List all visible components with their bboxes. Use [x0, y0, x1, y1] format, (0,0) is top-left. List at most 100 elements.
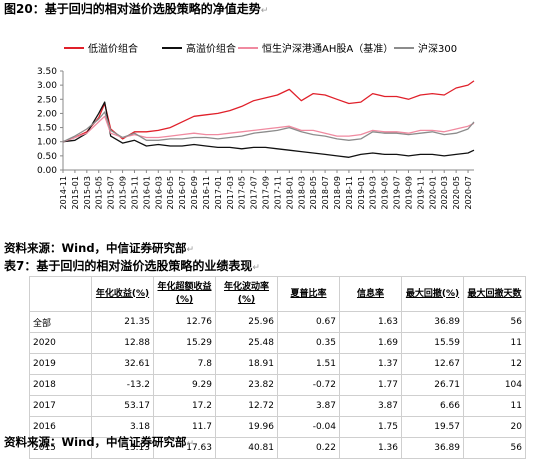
- x-tick-label: 2020-03: [440, 176, 449, 209]
- table-cell: 12.76: [153, 311, 216, 333]
- table-cell: 17.2: [153, 395, 216, 417]
- table-cell: 1.77: [339, 374, 402, 396]
- table-cell: 1.51: [277, 353, 340, 375]
- table-cell: 36.89: [401, 437, 464, 459]
- table-cell: 20: [463, 416, 526, 438]
- table-cell: 0.22: [277, 437, 340, 459]
- row-label-cell: 全部: [29, 311, 92, 333]
- table-cell: 3.87: [277, 395, 340, 417]
- x-tick-label: 2016-05: [166, 176, 175, 209]
- table-cell: 1.37: [339, 353, 402, 375]
- x-tick-label: 2018-03: [297, 176, 306, 209]
- x-tick-label: 2017-09: [262, 176, 271, 209]
- x-tick-label: 2016-07: [178, 176, 187, 209]
- table-cell: 11: [463, 395, 526, 417]
- table-header-cell: 最大回撤(%): [401, 276, 464, 312]
- line-chart: 低溢价组合 高溢价组合 恒生沪深港通AH股A（基准） 沪深300 0.00 0.50 1.0…: [37, 42, 475, 209]
- x-tick-label: 2018-01: [285, 176, 294, 209]
- x-tick-label: 2018-05: [309, 176, 318, 209]
- table-cell: 25.48: [215, 332, 278, 354]
- table-cell: 6.66: [401, 395, 464, 417]
- table-cell: 1.69: [339, 332, 402, 354]
- legend-label: 沪深300: [418, 42, 457, 55]
- table-cell: 15.59: [401, 332, 464, 354]
- table-row: 2019 32.61 7.8 18.91 1.51 1.37 12.67 12: [29, 353, 526, 375]
- table-title: 表7：基于回归的相对溢价选股策略的业绩表现↵: [4, 259, 260, 273]
- legend-label: 恒生沪深港通AH股A（基准）: [262, 42, 393, 55]
- table-cell: -13.2: [91, 374, 154, 396]
- x-tick-label: 2015-11: [130, 176, 139, 209]
- table-header-cell: 年化收益(%): [91, 276, 154, 312]
- table-cell: 17.63: [153, 437, 216, 459]
- legend-label: 低溢价组合: [88, 42, 138, 55]
- table-cell: 36.89: [401, 311, 464, 333]
- row-label-cell: 2017: [29, 395, 92, 417]
- x-tick-label: 2018-09: [333, 176, 342, 209]
- x-tick-label: 2015-07: [107, 176, 116, 209]
- series-line: [62, 111, 475, 143]
- x-tick-label: 2017-05: [238, 176, 247, 209]
- table-cell: 56: [463, 437, 526, 459]
- table-header-row: 年化收益(%) 年化超额收益(%) 年化波动率(%) 夏普比率 信息率 最大回撤(%) 最大…: [29, 276, 526, 312]
- table-cell: 26.71: [401, 374, 464, 396]
- x-tick-label: 2019-01: [357, 176, 366, 209]
- table-cell: 3.87: [339, 395, 402, 417]
- table-row: 2017 53.17 17.2 12.72 3.87 3.87 6.66 11: [29, 395, 526, 417]
- x-tick-label: 2014-11: [59, 176, 68, 209]
- x-tick-label: 2015-03: [83, 176, 92, 209]
- table-header-cell: [29, 276, 92, 312]
- table-cell: 9.29: [153, 374, 216, 396]
- x-tick-label: 2015-01: [71, 176, 80, 209]
- table-header-cell: 年化波动率(%): [215, 276, 278, 312]
- table-cell: 1.36: [339, 437, 402, 459]
- y-tick-label: 3.00: [37, 81, 57, 91]
- table-cell: -0.04: [277, 416, 340, 438]
- table-cell: 104: [463, 374, 526, 396]
- x-tick-label: 2017-01: [214, 176, 223, 209]
- y-tick-label: 3.50: [37, 67, 57, 77]
- table-cell: 12.88: [91, 332, 154, 354]
- series-line: [62, 80, 475, 143]
- table-row: 全部 21.35 12.76 25.96 0.67 1.63 36.89 56: [29, 311, 526, 333]
- row-label-cell: 2015: [29, 437, 92, 459]
- x-tick-label: 2020-01: [428, 176, 437, 209]
- table-cell: 19.96: [215, 416, 278, 438]
- y-tick-label: 2.00: [37, 109, 57, 119]
- series-line: [62, 101, 475, 158]
- x-tick-label: 2018-11: [345, 176, 354, 209]
- x-tick-label: 2020-05: [452, 176, 461, 209]
- table-cell: 19.57: [401, 416, 464, 438]
- x-tick-label: 2016-01: [142, 176, 151, 209]
- x-tick-label: 2017-11: [273, 176, 282, 209]
- legend-label: 高溢价组合: [186, 42, 236, 55]
- performance-table: 年化收益(%) 年化超额收益(%) 年化波动率(%) 夏普比率 信息率 最大回撤(%) 最大…: [29, 276, 526, 459]
- table-header-cell: 信息率: [339, 276, 402, 312]
- x-tick-label: 2015-09: [119, 176, 128, 209]
- y-tick-label: 0.00: [37, 166, 57, 176]
- table-cell: 56: [463, 311, 526, 333]
- table-cell: 0.35: [277, 332, 340, 354]
- table-cell: 12: [463, 353, 526, 375]
- table-row: 2018 -13.2 9.29 23.82 -0.72 1.77 26.71 104: [29, 374, 526, 396]
- x-tick-label: 2016-03: [154, 176, 163, 209]
- x-tick-label: 2019-07: [393, 176, 402, 209]
- figure-title: 图20：基于回归的相对溢价选股策略的净值走势↵: [4, 2, 269, 16]
- figure-source: 资料来源：Wind，中信证券研究部↵: [4, 241, 195, 255]
- x-tick-label: 2018-07: [321, 176, 330, 209]
- table-header-cell: 夏普比率: [277, 276, 340, 312]
- x-tick-label: 2015-05: [95, 176, 104, 209]
- table-row: 2015 13.13 17.63 40.81 0.22 1.36 36.89 56: [29, 437, 526, 459]
- x-tick-label: 2019-11: [416, 176, 425, 209]
- table-cell: 15.29: [153, 332, 216, 354]
- x-tick-label: 2017-03: [226, 176, 235, 209]
- table-header-cell: 最大回撤天数: [463, 276, 526, 312]
- table-cell: 7.8: [153, 353, 216, 375]
- table-cell: 12.67: [401, 353, 464, 375]
- y-tick-label: 1.00: [37, 138, 57, 148]
- table-cell: 25.96: [215, 311, 278, 333]
- row-label-cell: 2018: [29, 374, 92, 396]
- table-cell: 32.61: [91, 353, 154, 375]
- table-cell: 0.67: [277, 311, 340, 333]
- row-label-cell: 2020: [29, 332, 92, 354]
- table-cell: 40.81: [215, 437, 278, 459]
